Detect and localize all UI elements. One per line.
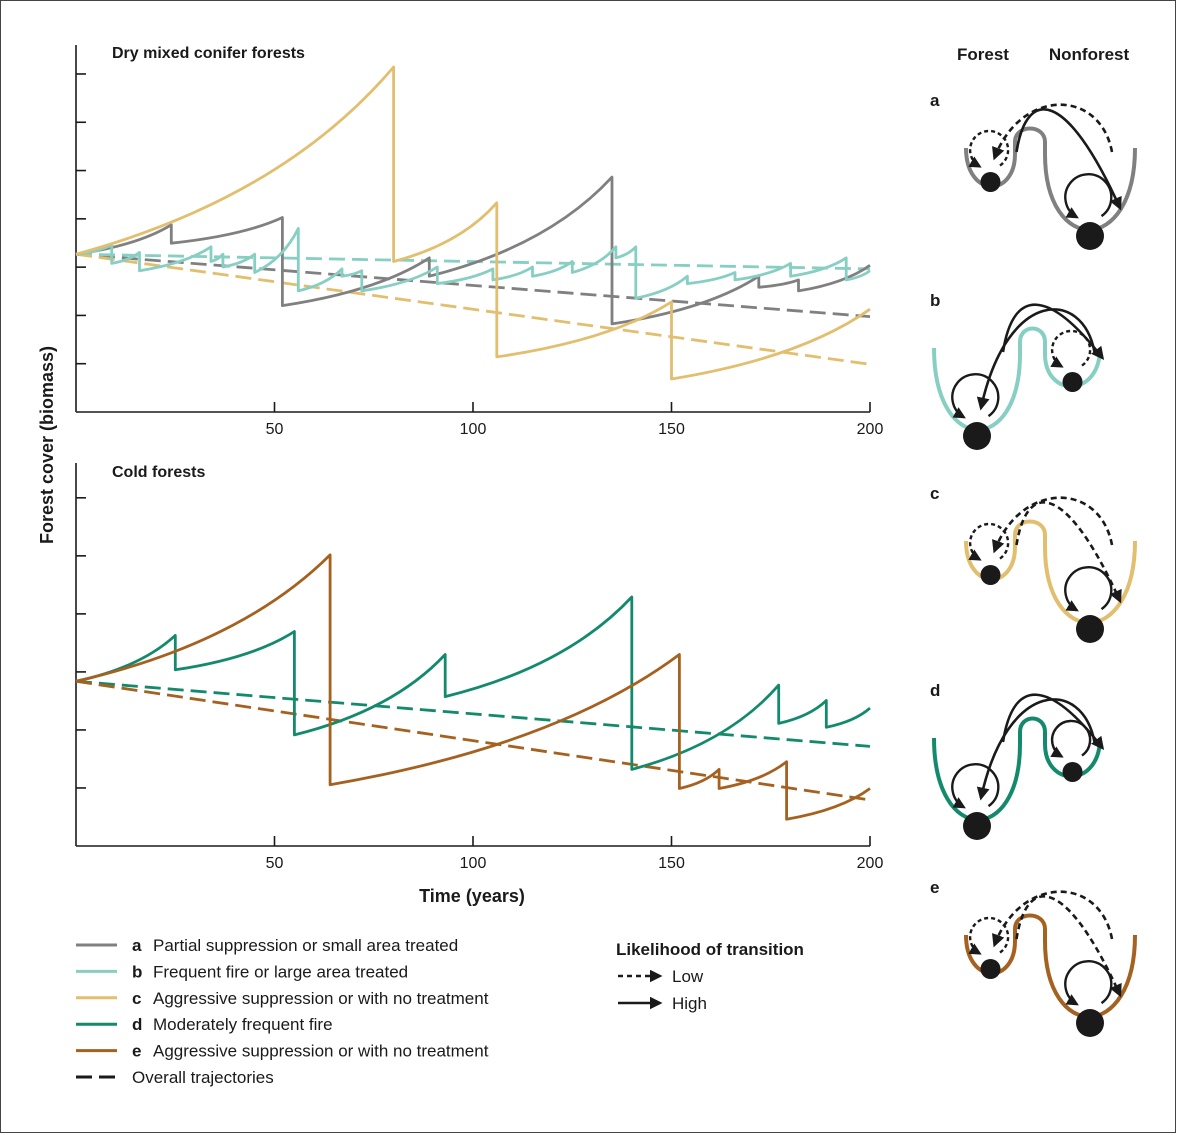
transition-arc-to-forest [992, 496, 1114, 554]
likelihood-title: Likelihood of transition [616, 940, 804, 959]
x-tick-label: 50 [266, 855, 284, 872]
series-line-e [75, 553, 871, 821]
ball [1076, 222, 1104, 250]
transition-arc-to-nonforest [1015, 895, 1122, 998]
forest-header: Forest [957, 45, 1009, 64]
ball [980, 565, 1001, 585]
ball [980, 959, 1001, 979]
transition-arc-to-forest [992, 890, 1114, 948]
chart-series-group [75, 65, 871, 381]
loop-arrow [968, 522, 1010, 561]
panel-letter: c [930, 484, 939, 503]
x-tick-label: 200 [857, 855, 884, 872]
ball [1062, 372, 1083, 392]
chart-cold-forests: 50 100 150 200 Cold forests [75, 463, 884, 872]
x-axis-label: Time (years) [419, 886, 525, 906]
series-line-e-trend [75, 679, 871, 802]
panel-d: d [930, 681, 1105, 840]
ball [1076, 1009, 1104, 1037]
stability-panels: a b c d e [930, 91, 1137, 1037]
transition-arc-to-nonforest [1015, 108, 1122, 211]
ball [963, 422, 991, 450]
ball [963, 812, 991, 840]
transition-arc-to-nonforest [1001, 303, 1105, 361]
series-line-c-trend [75, 252, 871, 366]
y-axis-label: Forest cover (biomass) [37, 346, 57, 544]
chart-series-group [75, 553, 871, 821]
legend-key: d [132, 1015, 142, 1034]
loop-arrow [1050, 719, 1092, 758]
panel-letter: b [930, 291, 940, 310]
loop-arrow [968, 129, 1010, 168]
loop-arrow [951, 373, 1000, 419]
chart-title: Cold forests [112, 464, 205, 481]
low-label: Low [672, 967, 704, 986]
legend-key: c [132, 989, 141, 1008]
legend: a Partial suppression or small area treat… [76, 936, 489, 1087]
panel-a: a [930, 91, 1137, 250]
loop-arrow [1064, 566, 1113, 612]
chart-axes [75, 45, 870, 413]
legend-key: e [132, 1042, 141, 1061]
chart-title: Dry mixed conifer forests [112, 45, 305, 62]
x-tick-label: 150 [658, 855, 685, 872]
loop-arrow [968, 916, 1010, 955]
likelihood-key: Likelihood of transition Low High [616, 940, 804, 1013]
series-line-a [75, 175, 871, 326]
x-tick-label: 200 [857, 421, 884, 438]
transition-arc-to-forest [976, 698, 1096, 801]
transition-arc-to-nonforest [1015, 501, 1122, 604]
loop-arrow [1064, 173, 1113, 219]
transition-arc-to-forest [992, 103, 1114, 161]
legend-entry: Frequent fire or large area treated [153, 962, 408, 981]
legend-entry: Moderately frequent fire [153, 1015, 333, 1034]
ball [980, 172, 1001, 192]
series-line-b-trend [75, 252, 871, 271]
x-tick-label: 100 [460, 421, 487, 438]
chart-dry-mixed-conifer: 50 100 150 200 Dry mixed conifer forests [75, 45, 884, 438]
legend-entry: Overall trajectories [132, 1068, 274, 1087]
legend-entry: Aggressive suppression or with no treatm… [153, 989, 489, 1008]
series-line-c [75, 65, 871, 381]
ball [1076, 615, 1104, 643]
series-line-b [75, 227, 871, 300]
x-tick-label: 150 [658, 421, 685, 438]
panel-c: c [930, 484, 1137, 643]
series-line-a-trend [75, 252, 871, 318]
chart-ticks: 50 100 150 200 [76, 497, 884, 872]
transition-arc-to-nonforest [1001, 693, 1105, 751]
legend-entry: Partial suppression or small area treate… [153, 936, 458, 955]
chart-ticks: 50 100 150 200 [76, 73, 884, 438]
nonforest-header: Nonforest [1049, 45, 1130, 64]
ball [1062, 762, 1083, 782]
series-line-d [75, 595, 871, 771]
x-tick-label: 100 [460, 855, 487, 872]
chart-axes [75, 463, 870, 847]
panel-b: b [930, 291, 1105, 450]
panel-letter: d [930, 681, 940, 700]
high-label: High [672, 994, 707, 1013]
panel-letter: a [930, 91, 940, 110]
legend-key: b [132, 962, 142, 981]
legend-key: a [132, 936, 142, 955]
loop-arrow [1064, 960, 1113, 1006]
legend-entry: Aggressive suppression or with no treatm… [153, 1042, 489, 1061]
x-tick-label: 50 [266, 421, 284, 438]
loop-arrow [951, 763, 1000, 809]
panel-e: e [930, 878, 1137, 1037]
panel-letter: e [930, 878, 939, 897]
series-line-d-trend [75, 679, 871, 748]
transition-arc-to-forest [976, 308, 1096, 411]
